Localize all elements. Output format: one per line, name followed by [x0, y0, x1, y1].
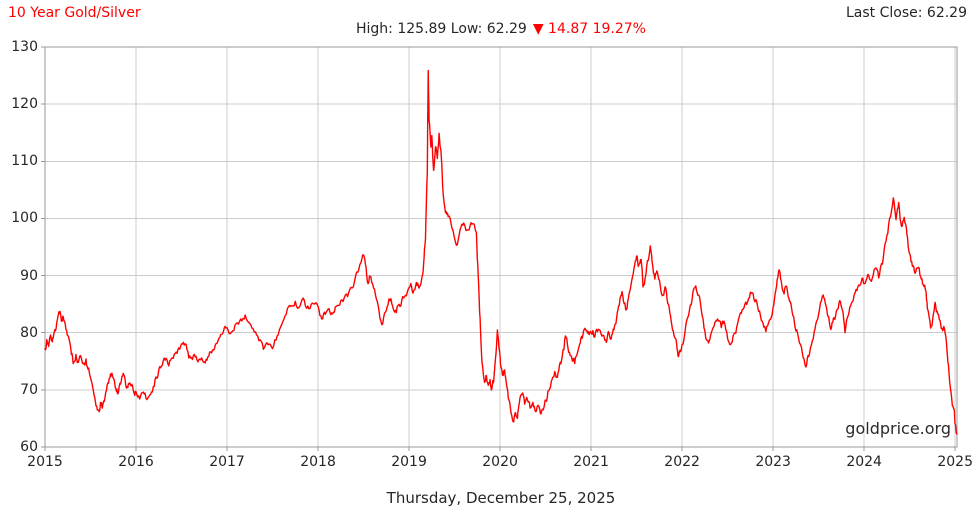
x-tick-label: 2021: [573, 454, 609, 470]
plot-border: [44, 46, 958, 448]
y-tick-label: 60: [20, 439, 38, 455]
y-tick-label: 90: [20, 267, 38, 284]
x-tick-label: 2015: [27, 454, 63, 470]
x-tick-label: 2016: [118, 454, 154, 470]
gold-silver-ratio-line: [44, 69, 958, 435]
y-tick-label: 120: [11, 96, 38, 113]
x-tick-label: 2022: [664, 454, 700, 470]
high-low-text: High: 125.89 Low: 62.29: [356, 21, 527, 37]
date-label: Thursday, December 25, 2025: [386, 489, 616, 507]
last-close-label: Last Close: 62.29: [846, 5, 967, 21]
x-tick-label: 2017: [209, 454, 245, 470]
chart-title: 10 Year Gold/Silver: [8, 5, 141, 21]
grid-lines: [45, 47, 957, 447]
y-tick-label: 100: [11, 210, 38, 227]
x-tick-label: 2019: [391, 454, 427, 470]
x-tick-label: 2025: [937, 454, 973, 470]
y-tick-label: 130: [11, 39, 38, 55]
x-tick-label: 2023: [755, 454, 791, 470]
y-tick-label: 80: [20, 324, 38, 341]
axis-ticks: [41, 46, 956, 451]
x-tick-label: 2018: [300, 454, 336, 470]
goldprice-watermark: goldprice.org: [845, 419, 951, 438]
x-tick-label: 2024: [846, 454, 882, 470]
x-tick-label: 2020: [482, 454, 518, 470]
high-low-summary: High: 125.89 Low: 62.29 ▼ 14.87 19.27%: [45, 21, 957, 37]
y-tick-label: 70: [20, 381, 38, 398]
change-text: ▼ 14.87 19.27%: [532, 21, 646, 37]
y-tick-label: 110: [11, 153, 38, 170]
